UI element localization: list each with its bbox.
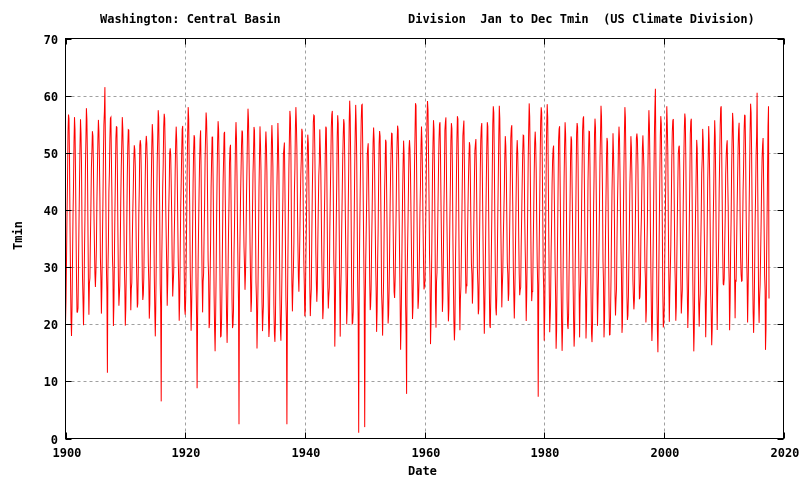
y-tick-label: 40 <box>43 203 59 218</box>
y-tick-label: 20 <box>43 317 59 332</box>
y-tick-label: 30 <box>43 260 59 275</box>
x-tick-label: 2020 <box>770 446 800 460</box>
series-tmin-line <box>65 87 770 433</box>
x-tick-label: 1920 <box>171 446 201 460</box>
x-tick-label: 1900 <box>52 446 82 460</box>
chart-title-right: Division Jan to Dec Tmin (US Climate Div… <box>408 12 755 26</box>
x-tick-label: 1980 <box>530 446 560 460</box>
plot-frame <box>65 38 784 439</box>
y-tick-label: 50 <box>43 146 59 161</box>
y-tick-label: 70 <box>43 32 59 47</box>
y-tick-label: 10 <box>43 374 59 389</box>
x-tick-label: 2000 <box>650 446 680 460</box>
x-axis-label: Date <box>408 464 437 478</box>
x-tick-label: 1940 <box>291 446 321 460</box>
y-axis-label: Tmin <box>11 221 25 250</box>
axis-ticks <box>65 38 785 440</box>
y-tick-label: 60 <box>43 89 59 104</box>
x-tick-label: 1960 <box>411 446 441 460</box>
chart-title-left: Washington: Central Basin <box>100 12 281 26</box>
grid-lines <box>65 38 784 439</box>
y-tick-label: 0 <box>50 432 59 447</box>
